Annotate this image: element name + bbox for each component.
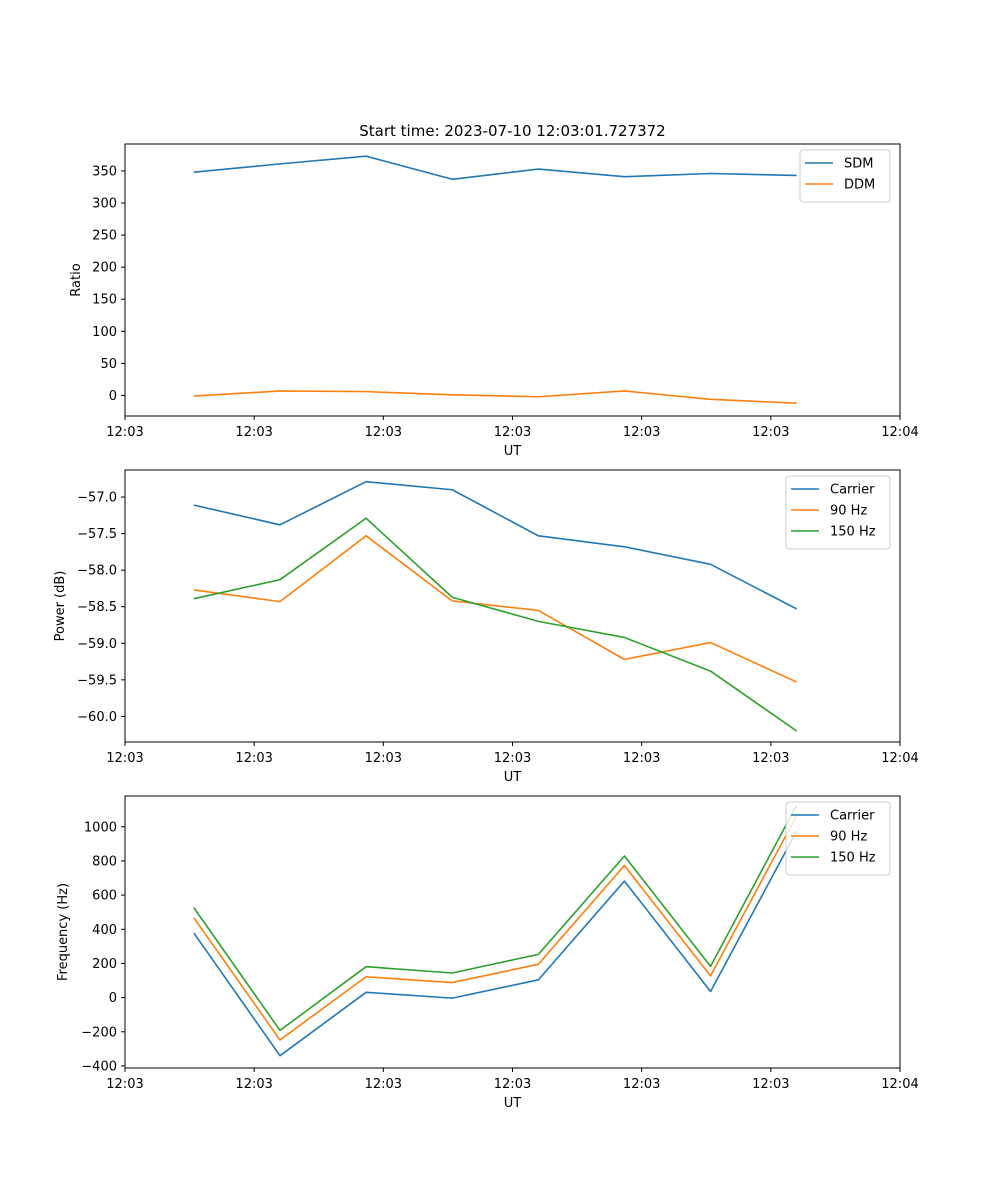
series-line-90-hz [193,535,798,683]
x-tick-label: 12:03 [623,751,660,766]
y-axis-label: Power (dB) [53,571,68,642]
x-tick-label: 12:03 [106,751,143,766]
y-tick-label: −58.0 [77,564,117,579]
x-tick-label: 12:03 [494,1077,531,1092]
series-line-ddm [193,390,797,404]
y-tick-label: 300 [92,197,117,212]
axes-frame [124,469,901,743]
plots: 12:03 12:03 12:03 12:03 12:03 12:03 12:04 0 50 10… [53,143,919,1111]
series-line-sdm [193,155,797,181]
series-line-150-hz [193,517,798,732]
y-axis-label: Ratio [69,263,84,296]
legend-label: Carrier [830,809,875,824]
y-tick-label: −58.5 [77,600,117,615]
x-axis-label: UT [504,444,522,459]
legend-label: Carrier [830,483,875,498]
legend-label: DDM [844,178,875,193]
series-line-90-hz [193,815,798,1041]
y-tick-label: −400 [81,1059,117,1074]
subplot-1: 12:03 12:03 12:03 12:03 12:03 12:03 12:04 0 50 10… [69,143,919,459]
x-tick-label: 12:04 [881,751,918,766]
x-tick-label: 12:03 [365,1077,402,1092]
y-tick-label: −59.0 [77,637,117,652]
x-tick-label: 12:04 [881,1077,918,1092]
x-tick-label: 12:03 [752,751,789,766]
subplot-3: 12:03 12:03 12:03 12:03 12:03 12:03 12:04 −400 −… [56,795,919,1111]
legend-label: 150 Hz [830,851,876,866]
y-tick-label: 800 [92,854,117,869]
subplot-2: 12:03 12:03 12:03 12:03 12:03 12:03 12:04 −60.0… [53,469,919,785]
axes-frame [124,143,901,417]
legend: Carrier 90 Hz 150 Hz [785,475,891,550]
legend: Carrier 90 Hz 150 Hz [785,801,891,876]
y-tick-label: −60.0 [77,710,117,725]
y-axis-label: Frequency (Hz) [56,883,71,981]
y-tick-label: 100 [92,325,117,340]
y-tick-label: 50 [100,357,117,372]
legend-label: 90 Hz [830,830,867,845]
y-tick-label: 1000 [84,820,117,835]
y-tick-label: −59.5 [77,673,117,688]
y-tick-label: 200 [92,261,117,276]
legend-label: SDM [844,157,873,172]
x-tick-label: 12:04 [881,425,918,440]
figure-title: Start time: 2023-07-10 12:03:01.727372 [359,122,665,140]
y-tick-label: 0 [109,991,117,1006]
x-tick-label: 12:03 [106,1077,143,1092]
x-tick-label: 12:03 [106,425,143,440]
x-tick-label: 12:03 [752,1077,789,1092]
y-tick-label: −57.0 [77,491,117,506]
series-line-150-hz [193,804,798,1032]
x-tick-label: 12:03 [235,425,272,440]
series-line-carrier [193,830,798,1057]
x-tick-label: 12:03 [235,1077,272,1092]
y-tick-label: −200 [81,1025,117,1040]
x-tick-label: 12:03 [494,425,531,440]
legend: SDM DDM [799,149,891,203]
y-tick-label: 250 [92,229,117,244]
y-tick-label: 600 [92,889,117,904]
y-tick-label: 200 [92,957,117,972]
y-tick-label: 400 [92,923,117,938]
x-tick-label: 12:03 [235,751,272,766]
legend-label: 90 Hz [830,504,867,519]
axes-frame [124,795,901,1069]
x-axis-label: UT [504,1096,522,1111]
x-tick-label: 12:03 [365,425,402,440]
legend-label: 150 Hz [830,525,876,540]
x-tick-label: 12:03 [365,751,402,766]
y-tick-label: 0 [109,389,117,404]
x-tick-label: 12:03 [752,425,789,440]
y-tick-label: −57.5 [77,527,117,542]
y-tick-label: 350 [92,164,117,179]
x-tick-label: 12:03 [623,425,660,440]
x-tick-label: 12:03 [494,751,531,766]
y-tick-label: 150 [92,293,117,308]
x-axis-label: UT [504,770,522,785]
x-tick-label: 12:03 [623,1077,660,1092]
series-line-carrier [193,480,798,610]
